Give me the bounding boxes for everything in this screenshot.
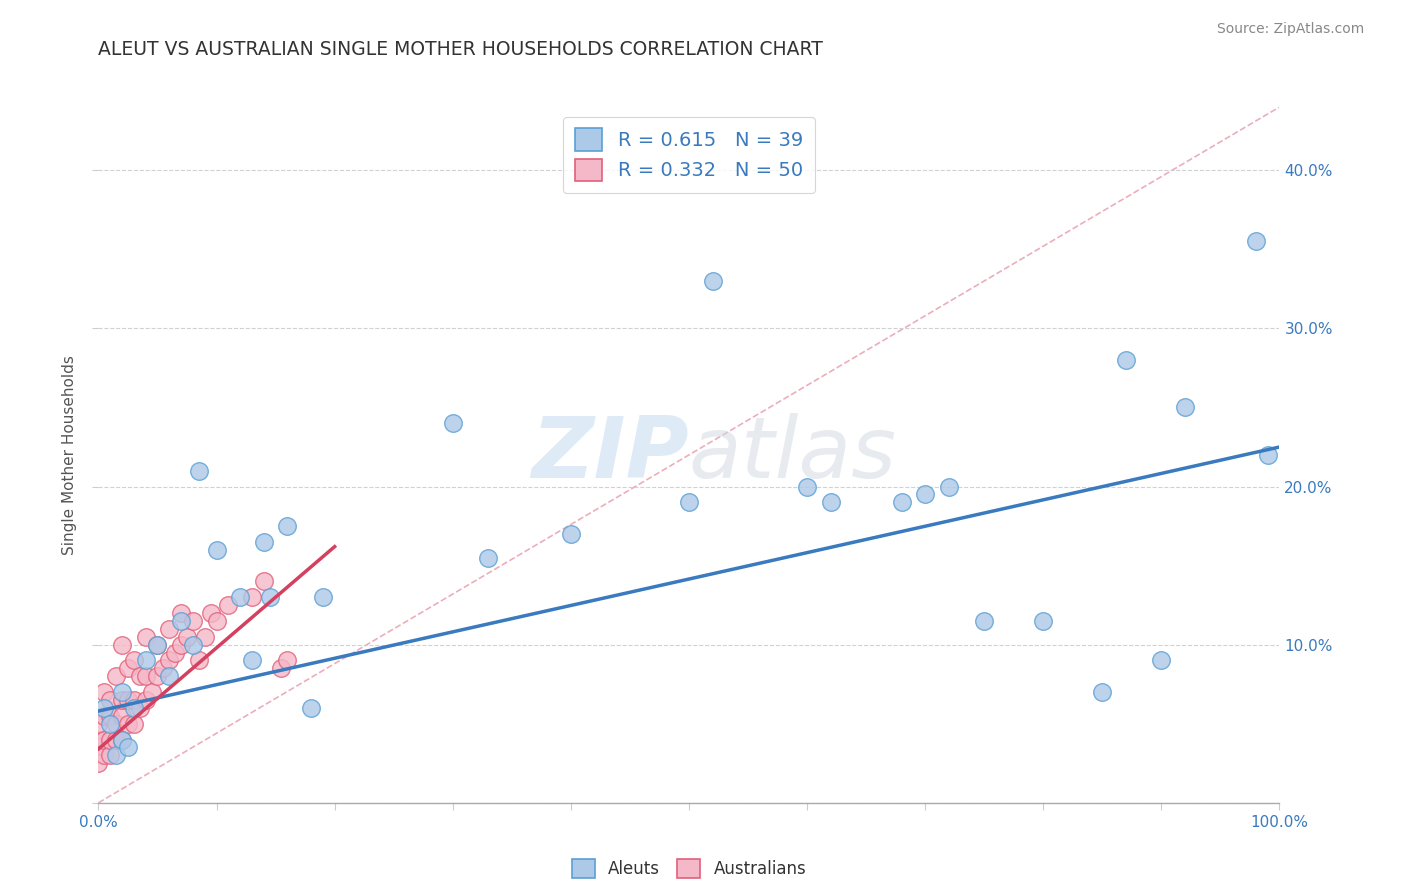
Point <box>477 550 499 565</box>
Point <box>276 519 298 533</box>
Point <box>194 630 217 644</box>
Text: atlas: atlas <box>689 413 897 497</box>
Point <box>560 527 582 541</box>
Point <box>111 732 134 747</box>
Point <box>111 685 134 699</box>
Point <box>205 542 228 557</box>
Point <box>820 495 842 509</box>
Point <box>299 701 322 715</box>
Point <box>146 669 169 683</box>
Point <box>105 748 128 763</box>
Point <box>187 464 209 478</box>
Point <box>146 638 169 652</box>
Point <box>678 495 700 509</box>
Point <box>259 591 281 605</box>
Point <box>312 591 335 605</box>
Point <box>98 732 121 747</box>
Point <box>122 653 145 667</box>
Point <box>98 716 121 731</box>
Point <box>93 732 115 747</box>
Point <box>240 653 263 667</box>
Point <box>217 598 239 612</box>
Point <box>890 495 912 509</box>
Point <box>105 669 128 683</box>
Point <box>122 716 145 731</box>
Point <box>170 614 193 628</box>
Point <box>157 669 180 683</box>
Point <box>105 732 128 747</box>
Point <box>240 591 263 605</box>
Point <box>111 708 134 723</box>
Point <box>141 685 163 699</box>
Point <box>87 740 110 755</box>
Point <box>253 574 276 589</box>
Point <box>200 606 222 620</box>
Point <box>135 669 157 683</box>
Point <box>117 661 139 675</box>
Point <box>135 693 157 707</box>
Point <box>128 669 150 683</box>
Point <box>146 638 169 652</box>
Point <box>165 646 187 660</box>
Point <box>170 606 193 620</box>
Point <box>1174 401 1197 415</box>
Point <box>135 653 157 667</box>
Point <box>111 638 134 652</box>
Point <box>135 630 157 644</box>
Point <box>170 638 193 652</box>
Point <box>117 740 139 755</box>
Point <box>1150 653 1173 667</box>
Point <box>93 701 115 715</box>
Point <box>122 701 145 715</box>
Point <box>152 661 174 675</box>
Point <box>93 685 115 699</box>
Point <box>93 708 115 723</box>
Text: Source: ZipAtlas.com: Source: ZipAtlas.com <box>1216 22 1364 37</box>
Point <box>181 638 204 652</box>
Point <box>105 716 128 731</box>
Point <box>122 693 145 707</box>
Point <box>117 716 139 731</box>
Point <box>87 716 110 731</box>
Point <box>1115 353 1137 368</box>
Point <box>973 614 995 628</box>
Text: ALEUT VS AUSTRALIAN SINGLE MOTHER HOUSEHOLDS CORRELATION CHART: ALEUT VS AUSTRALIAN SINGLE MOTHER HOUSEH… <box>98 40 824 59</box>
Point <box>176 630 198 644</box>
Point <box>117 693 139 707</box>
Point <box>181 614 204 628</box>
Point <box>253 534 276 549</box>
Point <box>157 653 180 667</box>
Point <box>98 748 121 763</box>
Point <box>276 653 298 667</box>
Point <box>87 732 110 747</box>
Point <box>98 708 121 723</box>
Point <box>205 614 228 628</box>
Point <box>111 693 134 707</box>
Point <box>1244 235 1267 249</box>
Text: ZIP: ZIP <box>531 413 689 497</box>
Point <box>441 417 464 431</box>
Point <box>87 756 110 771</box>
Point <box>229 591 252 605</box>
Point <box>98 693 121 707</box>
Point <box>702 274 724 288</box>
Point <box>1257 448 1279 462</box>
Point <box>1032 614 1054 628</box>
Point <box>1091 685 1114 699</box>
Legend: Aleuts, Australians: Aleuts, Australians <box>565 853 813 885</box>
Point <box>128 701 150 715</box>
Point <box>270 661 292 675</box>
Point <box>187 653 209 667</box>
Point <box>93 748 115 763</box>
Point <box>111 732 134 747</box>
Point <box>157 622 180 636</box>
Point <box>938 479 960 493</box>
Point <box>914 487 936 501</box>
Point <box>796 479 818 493</box>
Y-axis label: Single Mother Households: Single Mother Households <box>62 355 77 555</box>
